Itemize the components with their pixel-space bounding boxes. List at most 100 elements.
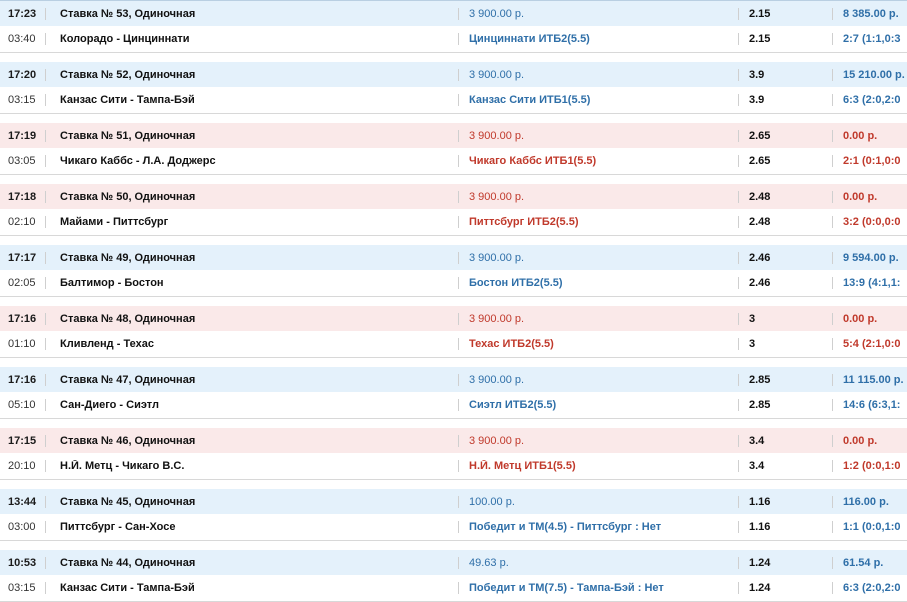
bet-placed-time: 17:18 xyxy=(8,190,37,203)
bet-group[interactable]: 10:53 Ставка № 44, Одиночная 49.63 р. 1.24 6… xyxy=(0,550,907,602)
event-name: Н.Й. Метц - Чикаго В.С. xyxy=(45,460,458,472)
event-start-time: 03:15 xyxy=(8,582,36,594)
bet-total-odds: 3 xyxy=(738,312,832,325)
event-score: 6:3 (2:0,2:0 xyxy=(832,582,907,594)
bet-payout-amount: 11 115.00 р. xyxy=(832,373,907,386)
bet-group[interactable]: 17:23 Ставка № 53, Одиночная 3 900.00 р. 2.… xyxy=(0,0,907,53)
bet-summary-row[interactable]: 17:19 Ставка № 51, Одиночная 3 900.00 р. 2.… xyxy=(0,123,907,148)
selection-odds: 2.48 xyxy=(738,216,832,228)
event-score: 1:1 (0:0,1:0 xyxy=(832,521,907,533)
event-start-time: 01:10 xyxy=(8,338,36,350)
bet-payout-amount: 61.54 р. xyxy=(832,556,907,569)
selection-odds: 1.16 xyxy=(738,521,832,533)
bet-group[interactable]: 17:18 Ставка № 50, Одиночная 3 900.00 р. 2.… xyxy=(0,184,907,236)
bet-summary-row[interactable]: 17:20 Ставка № 52, Одиночная 3 900.00 р. 3.… xyxy=(0,62,907,87)
bet-placed-time: 10:53 xyxy=(8,556,37,569)
selection-odds: 3 xyxy=(738,338,832,350)
bet-summary-row[interactable]: 17:23 Ставка № 53, Одиночная 3 900.00 р. 2.… xyxy=(0,1,907,26)
bet-stake-amount: 3 900.00 р. xyxy=(458,373,738,386)
event-start-time: 03:05 xyxy=(8,155,36,167)
bet-placed-time: 17:19 xyxy=(8,129,37,142)
bet-placed-time: 13:44 xyxy=(8,495,37,508)
bet-summary-row[interactable]: 10:53 Ставка № 44, Одиночная 49.63 р. 1.24 6… xyxy=(0,550,907,575)
bet-summary-row[interactable]: 13:44 Ставка № 45, Одиночная 100.00 р. 1.16… xyxy=(0,489,907,514)
bet-title: Ставка № 46, Одиночная xyxy=(45,434,458,447)
bet-payout-amount: 0.00 р. xyxy=(832,434,907,447)
bet-stake-amount: 3 900.00 р. xyxy=(458,68,738,81)
bet-selection-row[interactable]: 01:10 Кливленд - Техас Техас ИТБ2(5.5) 3 5:4… xyxy=(0,331,907,357)
event-name: Кливленд - Техас xyxy=(45,338,458,350)
event-score: 5:4 (2:1,0:0 xyxy=(832,338,907,350)
bet-placed-time: 17:20 xyxy=(8,68,37,81)
selection-name: Канзас Сити ИТБ1(5.5) xyxy=(458,94,738,106)
selection-name: Победит и ТМ(4.5) - Питтсбург : Нет xyxy=(458,521,738,533)
bet-payout-amount: 15 210.00 р. xyxy=(832,68,907,81)
event-name: Сан-Диего - Сиэтл xyxy=(45,399,458,411)
bet-group[interactable]: 17:17 Ставка № 49, Одиночная 3 900.00 р. 2.… xyxy=(0,245,907,297)
bet-payout-amount: 8 385.00 р. xyxy=(832,7,907,20)
selection-name: Бостон ИТБ2(5.5) xyxy=(458,277,738,289)
selection-name: Чикаго Каббс ИТБ1(5.5) xyxy=(458,155,738,167)
bet-group[interactable]: 13:44 Ставка № 45, Одиночная 100.00 р. 1.16… xyxy=(0,489,907,541)
selection-odds: 2.65 xyxy=(738,155,832,167)
bet-selection-row[interactable]: 03:15 Канзас Сити - Тампа-Бэй Победит и ТМ… xyxy=(0,575,907,601)
bet-summary-row[interactable]: 17:18 Ставка № 50, Одиночная 3 900.00 р. 2.… xyxy=(0,184,907,209)
event-start-time: 20:10 xyxy=(8,460,36,472)
bet-summary-row[interactable]: 17:15 Ставка № 46, Одиночная 3 900.00 р. 3.… xyxy=(0,428,907,453)
bet-stake-amount: 3 900.00 р. xyxy=(458,7,738,20)
event-start-time: 03:40 xyxy=(8,33,36,45)
bet-selection-row[interactable]: 03:05 Чикаго Каббс - Л.А. Доджерс Чикаго К… xyxy=(0,148,907,174)
bet-group[interactable]: 17:20 Ставка № 52, Одиночная 3 900.00 р. 3.… xyxy=(0,62,907,114)
event-score: 2:1 (0:1,0:0 xyxy=(832,155,907,167)
bet-payout-amount: 0.00 р. xyxy=(832,190,907,203)
bet-selection-row[interactable]: 02:05 Балтимор - Бостон Бостон ИТБ2(5.5) 2.… xyxy=(0,270,907,296)
bet-group[interactable]: 17:16 Ставка № 48, Одиночная 3 900.00 р. 3 0… xyxy=(0,306,907,358)
bet-total-odds: 1.24 xyxy=(738,556,832,569)
bet-payout-amount: 9 594.00 р. xyxy=(832,251,907,264)
bet-title: Ставка № 48, Одиночная xyxy=(45,312,458,325)
bet-selection-row[interactable]: 03:40 Колорадо - Цинциннати Цинциннати ИТБ… xyxy=(0,26,907,52)
bet-total-odds: 1.16 xyxy=(738,495,832,508)
event-name: Колорадо - Цинциннати xyxy=(45,33,458,45)
selection-odds: 2.15 xyxy=(738,33,832,45)
bet-total-odds: 3.4 xyxy=(738,434,832,447)
bet-summary-row[interactable]: 17:16 Ставка № 47, Одиночная 3 900.00 р. 2.… xyxy=(0,367,907,392)
bet-payout-amount: 116.00 р. xyxy=(832,495,907,508)
bet-stake-amount: 3 900.00 р. xyxy=(458,129,738,142)
bet-title: Ставка № 52, Одиночная xyxy=(45,68,458,81)
bet-total-odds: 2.85 xyxy=(738,373,832,386)
bet-stake-amount: 3 900.00 р. xyxy=(458,312,738,325)
bet-title: Ставка № 49, Одиночная xyxy=(45,251,458,264)
bet-selection-row[interactable]: 20:10 Н.Й. Метц - Чикаго В.С. Н.Й. Метц ИТ… xyxy=(0,453,907,479)
selection-name: Победит и ТМ(7.5) - Тампа-Бэй : Нет xyxy=(458,582,738,594)
bet-placed-time: 17:23 xyxy=(8,7,37,20)
event-score: 3:2 (0:0,0:0 xyxy=(832,216,907,228)
bet-title: Ставка № 45, Одиночная xyxy=(45,495,458,508)
selection-name: Сиэтл ИТБ2(5.5) xyxy=(458,399,738,411)
bet-stake-amount: 3 900.00 р. xyxy=(458,190,738,203)
event-start-time: 02:10 xyxy=(8,216,36,228)
bet-group[interactable]: 17:19 Ставка № 51, Одиночная 3 900.00 р. 2.… xyxy=(0,123,907,175)
bet-stake-amount: 3 900.00 р. xyxy=(458,434,738,447)
bet-summary-row[interactable]: 17:17 Ставка № 49, Одиночная 3 900.00 р. 2.… xyxy=(0,245,907,270)
bet-summary-row[interactable]: 17:16 Ставка № 48, Одиночная 3 900.00 р. 3 0… xyxy=(0,306,907,331)
bet-group[interactable]: 17:16 Ставка № 47, Одиночная 3 900.00 р. 2.… xyxy=(0,367,907,419)
bet-group[interactable]: 17:15 Ставка № 46, Одиночная 3 900.00 р. 3.… xyxy=(0,428,907,480)
event-name: Питтсбург - Сан-Хосе xyxy=(45,521,458,533)
event-score: 2:7 (1:1,0:3 xyxy=(832,33,907,45)
event-score: 1:2 (0:0,1:0 xyxy=(832,460,907,472)
bet-selection-row[interactable]: 02:10 Майами - Питтсбург Питтсбург ИТБ2(5.… xyxy=(0,209,907,235)
bet-selection-row[interactable]: 05:10 Сан-Диего - Сиэтл Сиэтл ИТБ2(5.5) 2.8… xyxy=(0,392,907,418)
bet-total-odds: 2.46 xyxy=(738,251,832,264)
selection-odds: 3.9 xyxy=(738,94,832,106)
selection-odds: 3.4 xyxy=(738,460,832,472)
bet-payout-amount: 0.00 р. xyxy=(832,129,907,142)
bet-selection-row[interactable]: 03:15 Канзас Сити - Тампа-Бэй Канзас Сити … xyxy=(0,87,907,113)
event-start-time: 05:10 xyxy=(8,399,36,411)
bet-selection-row[interactable]: 03:00 Питтсбург - Сан-Хосе Победит и ТМ(4.… xyxy=(0,514,907,540)
bet-stake-amount: 49.63 р. xyxy=(458,556,738,569)
bet-title: Ставка № 44, Одиночная xyxy=(45,556,458,569)
bet-total-odds: 2.15 xyxy=(738,7,832,20)
bet-placed-time: 17:17 xyxy=(8,251,37,264)
